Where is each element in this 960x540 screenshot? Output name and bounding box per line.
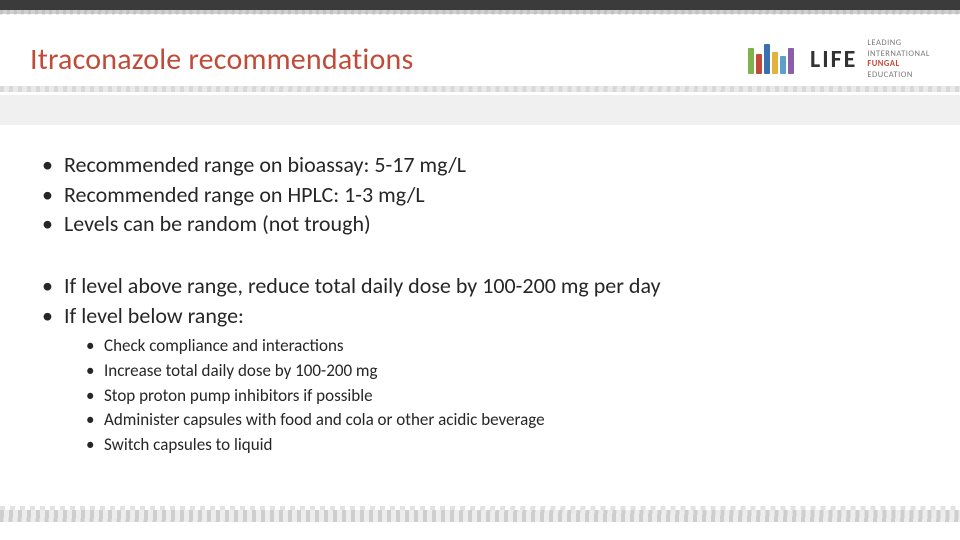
logo-tagline: LEADING INTERNATIONAL FUNGAL EDUCATION	[867, 38, 930, 81]
sub-bullet-item: Switch capsules to liquid	[86, 433, 918, 458]
bottom-border-decoration	[0, 510, 960, 522]
logo-stripe	[748, 48, 754, 74]
sub-bullet-item: Stop proton pump inhibitors if possible	[86, 384, 918, 409]
logo-word: LIFE	[810, 45, 857, 74]
tagline-line: EDUCATION	[867, 70, 930, 81]
sub-bullet-item: Check compliance and interactions	[86, 334, 918, 359]
sub-bullet-list: Check compliance and interactions Increa…	[86, 334, 918, 457]
bullet-item: Levels can be random (not trough)	[42, 209, 918, 239]
logo-stripe	[788, 48, 794, 74]
logo-stripe	[764, 44, 770, 74]
bullet-item: Recommended range on bioassay: 5-17 mg/L	[42, 150, 918, 180]
bullet-list-bottom: If level above range, reduce total daily…	[42, 271, 918, 330]
logo-mark-icon	[748, 44, 794, 74]
content-area: Recommended range on bioassay: 5-17 mg/L…	[42, 150, 918, 458]
tagline-line-accent: FUNGAL	[867, 59, 930, 70]
logo-stripe	[756, 54, 762, 74]
logo: LIFE LEADING INTERNATIONAL FUNGAL EDUCAT…	[748, 38, 930, 81]
sub-bullet-item: Increase total daily dose by 100-200 mg	[86, 359, 918, 384]
title-underline-decoration	[0, 86, 960, 92]
top-border-decoration	[0, 0, 960, 18]
grey-band	[0, 95, 960, 125]
header: Itraconazole recommendations LIFE LEADIN…	[30, 38, 930, 81]
logo-stripe	[780, 56, 786, 74]
slide: Itraconazole recommendations LIFE LEADIN…	[0, 0, 960, 540]
slide-title: Itraconazole recommendations	[30, 41, 413, 78]
sub-bullet-item: Administer capsules with food and cola o…	[86, 408, 918, 433]
spacer	[42, 239, 918, 271]
logo-stripe	[772, 52, 778, 74]
bullet-item: If level below range:	[42, 301, 918, 331]
bullet-item: Recommended range on HPLC: 1-3 mg/L	[42, 180, 918, 210]
tagline-line: LEADING	[867, 38, 930, 49]
bullet-item: If level above range, reduce total daily…	[42, 271, 918, 301]
bullet-list-top: Recommended range on bioassay: 5-17 mg/L…	[42, 150, 918, 239]
tagline-line: INTERNATIONAL	[867, 49, 930, 60]
